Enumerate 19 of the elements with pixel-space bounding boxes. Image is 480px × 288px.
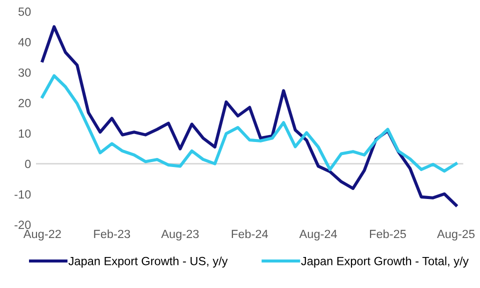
y-tick-label: -10 — [14, 190, 31, 199]
y-tick-label: 20 — [18, 98, 31, 108]
x-tick-label: Feb-25 — [370, 230, 406, 238]
line-series — [40, 74, 458, 173]
x-tick-label: Feb-24 — [232, 230, 268, 238]
x-tick-label: Aug-24 — [299, 230, 337, 241]
y-tick-label: 0 — [25, 160, 31, 168]
y-tick-label: -20 — [14, 220, 31, 230]
x-tick-label: Aug-22 — [23, 230, 61, 241]
line-series — [40, 25, 458, 207]
x-tick-label: Aug-23 — [161, 230, 199, 241]
legend-label: Japan Export Growth - Total, y/y — [301, 256, 469, 268]
legend-label: Japan Export Growth - US, y/y — [68, 256, 228, 268]
x-tick-label: Aug-25 — [437, 230, 475, 241]
x-tick-label: Feb-23 — [94, 230, 130, 238]
y-tick-label: 10 — [18, 129, 31, 138]
y-tick-label: 30 — [18, 68, 31, 77]
y-tick-label: 50 — [18, 8, 31, 16]
y-tick-label: 40 — [18, 38, 31, 46]
